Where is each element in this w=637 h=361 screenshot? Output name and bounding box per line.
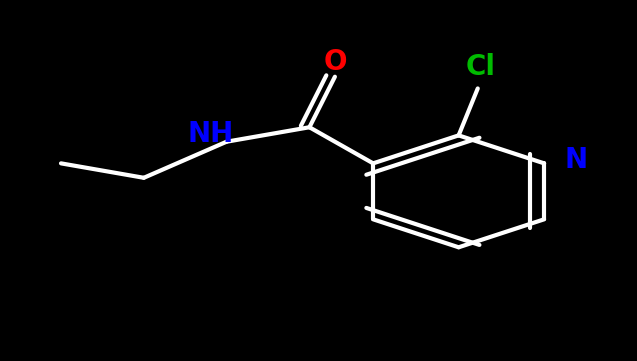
Text: Cl: Cl bbox=[466, 53, 496, 81]
Text: O: O bbox=[323, 48, 347, 76]
Text: N: N bbox=[564, 146, 587, 174]
Text: NH: NH bbox=[187, 121, 234, 148]
